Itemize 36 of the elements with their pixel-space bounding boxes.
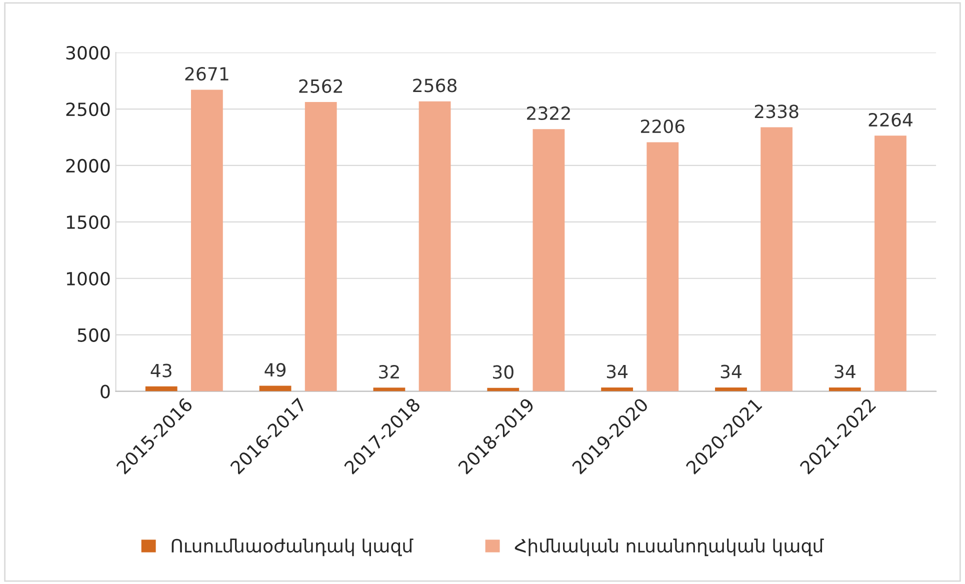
- data-label: 49: [264, 363, 286, 377]
- y-tick-label: 3000: [66, 46, 110, 60]
- data-label: 43: [150, 364, 172, 378]
- bar: [532, 129, 565, 392]
- bar: [373, 388, 406, 392]
- bar: [145, 386, 178, 392]
- y-tick-label: 1000: [66, 272, 110, 286]
- legend-label: Ուսումնաօժանդակ կազմ: [172, 538, 414, 556]
- y-tick-label: 1500: [66, 215, 110, 230]
- data-label: 2264: [868, 112, 912, 127]
- data-label: 2206: [640, 119, 684, 134]
- data-label: 2322: [527, 106, 570, 120]
- data-label: 2568: [413, 78, 457, 92]
- y-tick-label: 500: [78, 328, 110, 342]
- legend-label: Հիմնական ուսանողական կազմ: [514, 538, 824, 556]
- bar: [715, 387, 747, 392]
- data-label: 2671: [185, 66, 228, 81]
- data-label: 32: [379, 364, 399, 379]
- bar: [828, 387, 861, 392]
- bar: [760, 127, 793, 392]
- y-tick-label: 2500: [66, 102, 110, 116]
- y-tick-label: 0: [100, 384, 110, 398]
- bar: [304, 102, 337, 392]
- bar: [190, 90, 223, 392]
- data-label: 30: [493, 365, 514, 379]
- data-label: 34: [606, 364, 628, 378]
- y-tick-label: 2000: [66, 158, 110, 173]
- bar: [646, 142, 679, 392]
- bar: [874, 136, 906, 392]
- data-label: 2338: [754, 104, 798, 118]
- data-label: 2562: [299, 79, 342, 93]
- data-label: 34: [834, 364, 856, 378]
- bar: [601, 387, 634, 392]
- bar: [418, 101, 451, 392]
- data-label: 34: [720, 364, 742, 378]
- bar: [259, 386, 292, 392]
